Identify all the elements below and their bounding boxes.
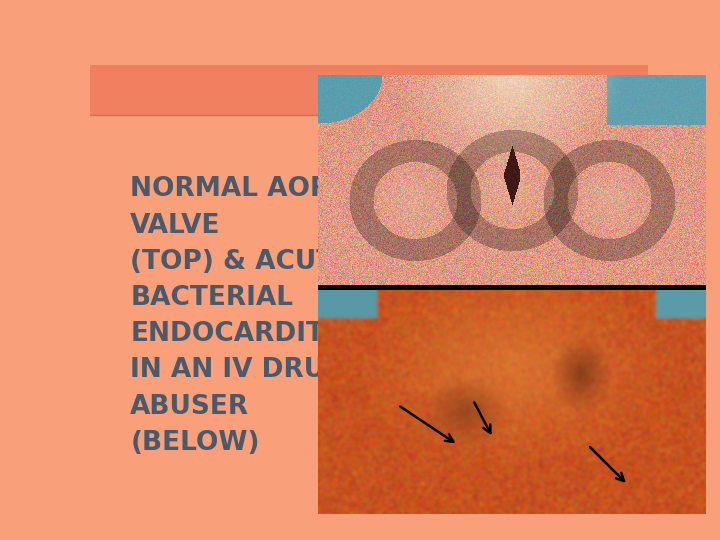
Text: ABUSER: ABUSER bbox=[130, 394, 249, 420]
Text: NORMAL AORTIC: NORMAL AORTIC bbox=[130, 177, 377, 202]
Text: 34: 34 bbox=[616, 457, 634, 471]
Text: (TOP) & ACUTE: (TOP) & ACUTE bbox=[130, 249, 353, 275]
Text: BACTERIAL: BACTERIAL bbox=[130, 285, 293, 311]
Bar bbox=[90, 65, 648, 115]
Text: ENDOCARDITIS: ENDOCARDITIS bbox=[130, 321, 353, 347]
Text: IN AN IV DRUG: IN AN IV DRUG bbox=[130, 357, 347, 383]
Text: (BELOW): (BELOW) bbox=[130, 430, 260, 456]
Text: VALVE: VALVE bbox=[130, 213, 221, 239]
